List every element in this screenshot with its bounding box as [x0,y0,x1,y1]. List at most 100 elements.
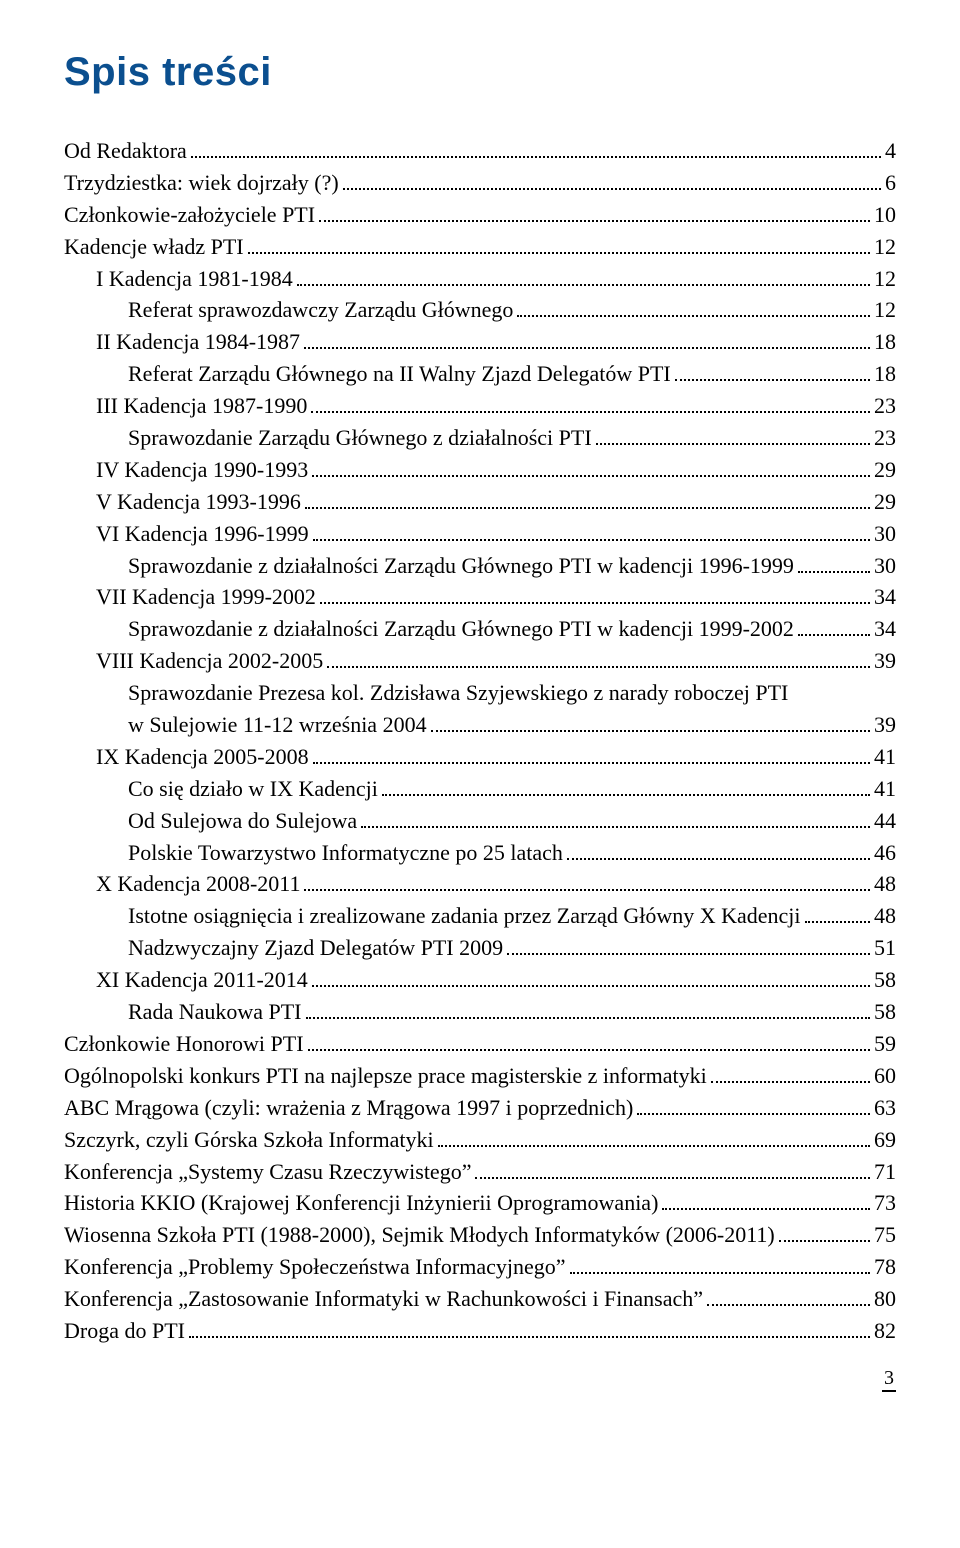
toc-entry: Referat Zarządu Głównego na II Walny Zja… [64,358,896,390]
toc-entry-label: Szczyrk, czyli Górska Szkoła Informatyki [64,1124,434,1156]
toc-entry-page: 23 [874,390,896,422]
toc-dots [189,1336,870,1338]
toc-entry: Istotne osiągnięcia i zrealizowane zadan… [64,900,896,932]
toc-entry-label: Istotne osiągnięcia i zrealizowane zadan… [128,900,801,932]
toc-entry-page: 78 [874,1251,896,1283]
toc-dots [312,985,870,987]
toc-entry-page: 51 [874,932,896,964]
toc-entry-label: Konferencja „Zastosowanie Informatyki w … [64,1283,703,1315]
toc-entry-label: Członkowie Honorowi PTI [64,1028,304,1060]
toc-entry: III Kadencja 1987-199023 [64,390,896,422]
toc-entry-label: Referat sprawozdawczy Zarządu Głównego [128,294,513,326]
toc-entry-page: 41 [874,773,896,805]
toc-dots [305,507,870,509]
toc-entry: Referat sprawozdawczy Zarządu Głównego 12 [64,294,896,326]
toc-entry-page: 23 [874,422,896,454]
toc-entry-label: Kadencje władz PTI [64,231,244,263]
toc-entry: VI Kadencja 1996-199930 [64,518,896,550]
page-title: Spis treści [64,50,896,95]
toc-entry-label: V Kadencja 1993-1996 [96,486,301,518]
toc-entry: Sprawozdanie Prezesa kol. Zdzisława Szyj… [64,677,896,709]
toc-entry: Szczyrk, czyli Górska Szkoła Informatyki… [64,1124,896,1156]
toc-dots [304,889,870,891]
toc-entry: Członkowie-założyciele PTI 10 [64,199,896,231]
toc-entry: Sprawozdanie z działalności Zarządu Głów… [64,613,896,645]
toc-entry-page: 58 [874,964,896,996]
toc-entry: Sprawozdanie Zarządu Głównego z działaln… [64,422,896,454]
toc-entry-page: 39 [874,645,896,677]
toc-entry: V Kadencja 1993-199629 [64,486,896,518]
toc-entry-label: Nadzwyczajny Zjazd Delegatów PTI 2009 [128,932,503,964]
toc-dots [308,1049,870,1051]
toc-entry: Rada Naukowa PTI58 [64,996,896,1028]
toc-dots [311,411,870,413]
toc-entry-page: 12 [874,263,896,295]
toc-entry: X Kadencja 2008-201148 [64,868,896,900]
page-number: 3 [64,1347,896,1392]
toc-dots [343,188,881,190]
toc-dots [570,1272,870,1274]
toc-entry: Od Redaktora4 [64,135,896,167]
toc-entry-page: 58 [874,996,896,1028]
toc-entry-label: Sprawozdanie Prezesa kol. Zdzisława Szyj… [128,677,788,709]
toc-dots [431,730,870,732]
toc-dots [313,539,870,541]
toc-dots [382,794,870,796]
toc-dots [711,1081,870,1083]
document-page: Spis treści Od Redaktora4Trzydziestka: w… [0,0,960,1432]
toc-entry: Członkowie Honorowi PTI59 [64,1028,896,1060]
toc-entry-page: 6 [885,167,896,199]
toc-dots [637,1113,870,1115]
toc-entry-label: ABC Mrągowa (czyli: wrażenia z Mrągowa 1… [64,1092,633,1124]
toc-dots [320,602,870,604]
toc-entry-label: Konferencja „Problemy Społeczeństwa Info… [64,1251,566,1283]
toc-entry-page: 12 [874,231,896,263]
toc-entry: XI Kadencja 2011-201458 [64,964,896,996]
toc-entry: Kadencje władz PTI 12 [64,231,896,263]
toc-entry: II Kadencja 1984-198718 [64,326,896,358]
toc-entry-label: Członkowie-założyciele PTI [64,199,315,231]
toc-entry-page: 29 [874,454,896,486]
toc-entry-label: Ogólnopolski konkurs PTI na najlepsze pr… [64,1060,707,1092]
toc-dots [798,571,870,573]
table-of-contents: Od Redaktora4Trzydziestka: wiek dojrzały… [64,135,896,1347]
toc-entry-page: 75 [874,1219,896,1251]
toc-entry-label: Od Sulejowa do Sulejowa [128,805,357,837]
toc-entry-label: Droga do PTI [64,1315,185,1347]
toc-entry-label: Sprawozdanie z działalności Zarządu Głów… [128,613,794,645]
toc-dots [517,315,870,317]
toc-entry-page: 34 [874,581,896,613]
toc-entry-label: Od Redaktora [64,135,187,167]
toc-dots [361,826,870,828]
toc-dots [662,1208,870,1210]
toc-dots [475,1177,870,1179]
toc-dots [567,858,870,860]
toc-entry-page: 12 [874,294,896,326]
toc-entry-label: IV Kadencja 1990-1993 [96,454,308,486]
toc-entry-label: Polskie Towarzystwo Informatyczne po 25 … [128,837,563,869]
toc-entry-label: Konferencja „Systemy Czasu Rzeczywistego… [64,1156,471,1188]
page-number-value: 3 [882,1367,896,1392]
toc-entry-label: VIII Kadencja 2002-2005 [96,645,323,677]
toc-entry: Historia KKIO (Krajowej Konferencji Inży… [64,1187,896,1219]
toc-entry: VII Kadencja 1999-200234 [64,581,896,613]
toc-entry-page: 82 [874,1315,896,1347]
toc-dots [312,475,870,477]
toc-entry: Droga do PTI 82 [64,1315,896,1347]
toc-entry: Od Sulejowa do Sulejowa44 [64,805,896,837]
toc-entry-label: II Kadencja 1984-1987 [96,326,300,358]
toc-dots [438,1145,870,1147]
toc-entry: I Kadencja 1981-198412 [64,263,896,295]
toc-entry-page: 10 [874,199,896,231]
toc-entry-label: X Kadencja 2008-2011 [96,868,300,900]
toc-entry-label: Referat Zarządu Głównego na II Walny Zja… [128,358,671,390]
toc-dots [707,1304,870,1306]
toc-entry-page: 63 [874,1092,896,1124]
toc-entry-label: Historia KKIO (Krajowej Konferencji Inży… [64,1187,658,1219]
toc-entry: Polskie Towarzystwo Informatyczne po 25 … [64,837,896,869]
toc-entry: Sprawozdanie z działalności Zarządu Głów… [64,550,896,582]
toc-entry-label: Co się działo w IX Kadencji [128,773,378,805]
toc-entry-page: 48 [874,900,896,932]
toc-dots [327,666,870,668]
toc-entry-page: 34 [874,613,896,645]
